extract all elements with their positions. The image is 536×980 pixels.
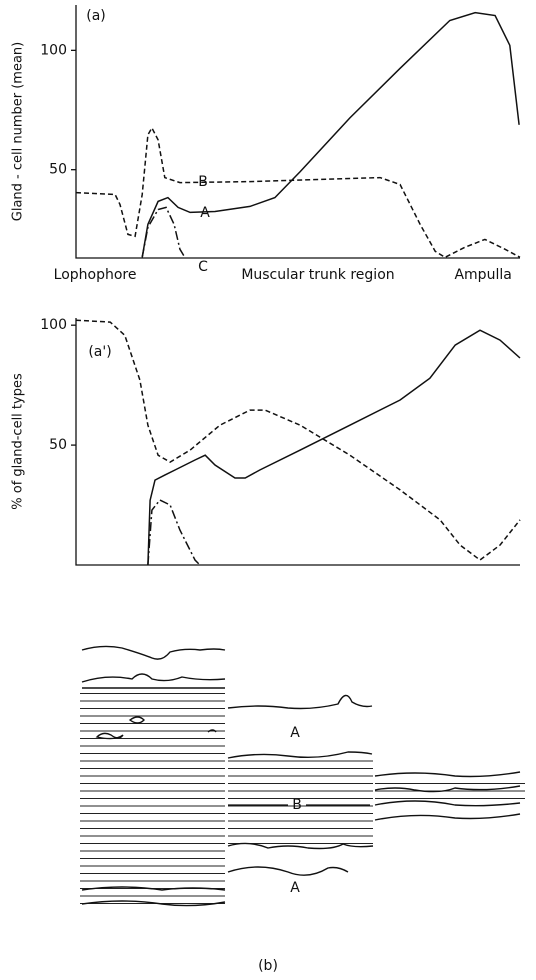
y-axis-label: % of gland-cell types xyxy=(11,373,26,510)
series-line xyxy=(141,11,520,258)
wavy-line xyxy=(227,866,349,876)
axis-line xyxy=(75,5,520,259)
y-axis-label: Gland - cell number (mean) xyxy=(11,42,26,221)
wavy-line xyxy=(227,694,373,710)
y-tick-label: 100 xyxy=(40,42,67,58)
x-tick-label: Muscular trunk region xyxy=(241,267,394,283)
x-tick-label: Lophophore xyxy=(54,267,137,283)
series-label: B xyxy=(198,174,208,190)
inclusion xyxy=(207,729,217,733)
striped-layer xyxy=(375,780,525,804)
caption: (b) xyxy=(258,958,278,974)
x-tick-label: Ampulla xyxy=(454,267,511,283)
wavy-line xyxy=(81,645,226,660)
series-line xyxy=(141,206,186,258)
axis-line xyxy=(75,318,520,566)
layer-label: A xyxy=(290,880,300,896)
inclusion xyxy=(128,716,145,724)
wavy-line xyxy=(227,842,374,850)
y-tick-label: 100 xyxy=(40,317,67,333)
series-line xyxy=(75,319,521,561)
striped-layer xyxy=(80,688,225,910)
wavy-line xyxy=(374,800,521,807)
layer-label: A xyxy=(290,725,300,741)
series-label: A xyxy=(200,205,210,221)
diagram: A B A (b) xyxy=(80,645,525,974)
inclusion xyxy=(95,732,124,740)
wavy-line xyxy=(81,673,226,683)
series-line xyxy=(147,499,201,566)
series-line xyxy=(147,329,521,566)
wavy-line xyxy=(81,900,226,907)
layer-label: B xyxy=(292,797,302,813)
y-tick-label: 50 xyxy=(49,162,67,178)
wavy-line xyxy=(81,886,226,891)
wavy-line xyxy=(374,813,521,821)
striped-layer xyxy=(228,760,373,846)
panel-label: (a') xyxy=(88,344,111,360)
series-line xyxy=(75,126,521,259)
panel-label: (a) xyxy=(86,8,106,24)
wavy-line xyxy=(374,785,521,793)
wavy-line xyxy=(374,771,521,778)
y-tick-label: 50 xyxy=(49,437,67,453)
series-label: C xyxy=(198,259,208,275)
wavy-line xyxy=(227,751,373,759)
